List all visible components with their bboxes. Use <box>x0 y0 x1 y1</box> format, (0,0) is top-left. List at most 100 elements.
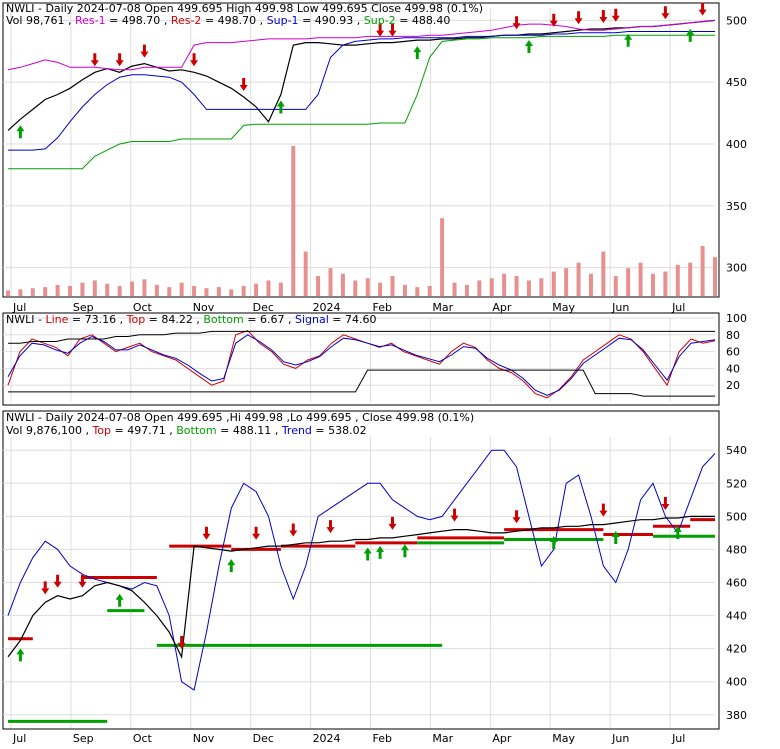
oscillator-title: NWLI - Line = 73.16 , Top = 84.22 , Bott… <box>6 313 376 326</box>
volume-bar <box>464 284 469 296</box>
osc-y-tick-label: 100 <box>726 312 747 325</box>
sell-arrow <box>611 8 620 22</box>
volume-bar <box>254 283 259 296</box>
buy-arrow <box>549 535 558 549</box>
price-x-tick-label: Jun <box>611 301 629 314</box>
price-x-tick-label: Jul <box>671 301 685 314</box>
volume-bar <box>502 273 507 296</box>
sell-arrow <box>549 13 558 27</box>
price-panel-frame <box>2 2 720 298</box>
sell-arrow <box>512 16 521 30</box>
price-x-tick-label: Feb <box>372 301 391 314</box>
trend-y-tick-label: 500 <box>726 510 747 523</box>
buy-arrow <box>400 544 409 558</box>
volume-bar <box>477 280 482 296</box>
volume-bar <box>142 279 147 296</box>
trend-x-tick-label: 2024 <box>313 732 341 745</box>
volume-bar <box>179 282 184 296</box>
trend-y-tick-label: 400 <box>726 676 747 689</box>
volume-bar <box>18 289 23 296</box>
volume-bar <box>316 276 321 296</box>
trend-x-tick-label: Jul <box>671 732 685 745</box>
trend-x-tick-label: Jul <box>12 732 26 745</box>
buy-arrow <box>363 547 372 561</box>
volume-bar <box>675 264 680 296</box>
volume-bar <box>278 282 283 296</box>
price-x-tick-label: Oct <box>133 301 153 314</box>
volume-bar <box>43 287 48 296</box>
trend-x-tick-label: Nov <box>193 732 215 745</box>
trend-x-tick-label: Apr <box>492 732 512 745</box>
volume-bar <box>713 257 717 296</box>
volume-bar <box>378 282 383 296</box>
price-x-tick-label: Mar <box>432 301 453 314</box>
res1-line <box>7 19 716 71</box>
sell-arrow <box>661 6 670 20</box>
sell-arrow <box>450 508 459 522</box>
volume-bar <box>688 262 693 296</box>
volume-bar <box>55 284 60 296</box>
volume-bar <box>229 289 234 296</box>
content-layer <box>6 2 717 723</box>
volume-bar <box>117 286 122 296</box>
sup2-line <box>8 34 715 170</box>
volume-bar <box>576 262 581 296</box>
trend-title: NWLI - Daily 2024-07-08 Open 499.695 ,Hi… <box>6 411 474 424</box>
volume-bar <box>204 288 209 296</box>
sell-arrow <box>661 497 670 511</box>
volume-bar <box>68 286 73 296</box>
buy-arrow <box>115 593 124 607</box>
buy-arrow <box>276 100 285 114</box>
sell-arrow <box>190 53 199 67</box>
sell-arrow <box>289 523 298 537</box>
price-x-tick-label: Jul <box>12 301 26 314</box>
volume-bar <box>241 286 246 296</box>
volume-bar <box>663 271 668 296</box>
sell-arrow <box>140 44 149 58</box>
sell-arrow <box>239 77 248 91</box>
grid-layer <box>3 8 715 728</box>
volume-bar <box>638 262 643 296</box>
volume-bar <box>564 268 569 296</box>
sell-arrow <box>388 516 397 530</box>
buy-arrow <box>611 530 620 544</box>
volume-bar <box>415 287 420 296</box>
trend-y-tick-label: 540 <box>726 444 747 457</box>
trend-y-tick-label: 520 <box>726 477 747 490</box>
sell-arrow <box>599 10 608 24</box>
price-y-tick-label: 450 <box>726 76 747 89</box>
sell-arrow <box>512 510 521 524</box>
volume-bar <box>328 268 333 296</box>
volume-bar <box>365 278 370 296</box>
trend-x-tick-label: Oct <box>133 732 153 745</box>
trend-y-tick-label: 380 <box>726 709 747 722</box>
trend-x-tick-label: Sep <box>73 732 94 745</box>
volume-bar <box>551 271 556 296</box>
buy-arrow <box>16 125 25 139</box>
sup1-line <box>8 31 715 151</box>
price-y-tick-label: 350 <box>726 200 747 213</box>
osc-y-tick-label: 60 <box>726 346 740 359</box>
volume-bar <box>626 268 631 296</box>
volume-bar <box>427 286 432 296</box>
buy-arrow <box>227 559 236 573</box>
buy-arrow <box>413 46 422 60</box>
buy-arrow <box>686 28 695 42</box>
sell-arrow <box>326 520 335 534</box>
sell-arrow <box>41 581 50 595</box>
volume-bar <box>402 284 407 296</box>
volume-bar <box>353 280 358 296</box>
volume-bar <box>303 251 308 296</box>
buy-arrow <box>524 39 533 53</box>
trend-x-tick-label: Dec <box>253 732 274 745</box>
sell-arrow <box>252 526 261 540</box>
trend-legend: Vol 9,876,100 , Top = 497.71 , Bottom = … <box>6 424 367 437</box>
volume-bar <box>588 273 593 296</box>
price-title: NWLI - Daily 2024-07-08 Open 499.695 Hig… <box>6 2 483 15</box>
volume-bar <box>452 282 457 296</box>
trend-x-tick-label: May <box>552 732 575 745</box>
osc-y-tick-label: 80 <box>726 329 740 342</box>
price-y-tick-label: 300 <box>726 262 747 275</box>
